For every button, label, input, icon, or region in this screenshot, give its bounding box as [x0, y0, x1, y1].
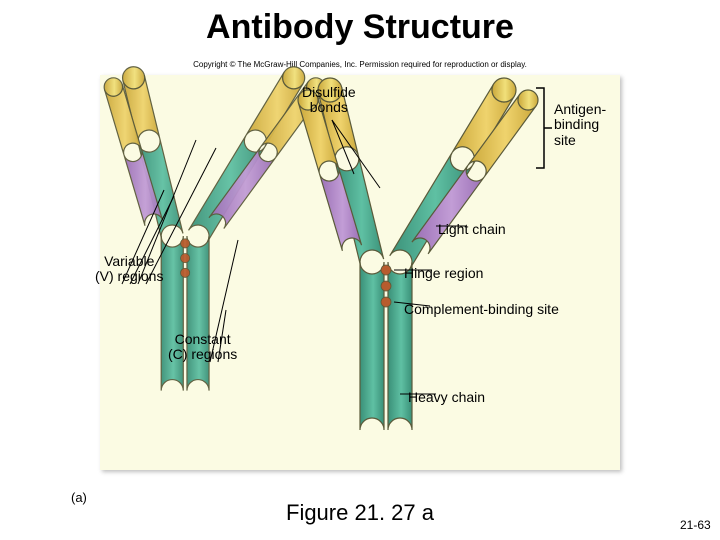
label-text: Constant	[168, 332, 237, 347]
label-antigen: Antigen- binding site	[554, 102, 606, 148]
label-complement: Complement-binding site	[404, 302, 559, 317]
label-text: Disulfide	[302, 85, 356, 100]
label-text: site	[554, 133, 606, 148]
figure-caption: Figure 21. 27 a	[0, 500, 720, 526]
label-constant: Constant (C) regions	[168, 332, 237, 363]
label-hinge: Hinge region	[404, 266, 483, 281]
label-text: (C) regions	[168, 347, 237, 362]
label-text: (V) regions	[95, 269, 163, 284]
label-text: Variable	[95, 254, 163, 269]
slide-number: 21-63	[680, 518, 711, 532]
label-text: Antigen-	[554, 102, 606, 117]
label-variable: Variable (V) regions	[95, 254, 163, 285]
label-light-chain: Light chain	[438, 222, 506, 237]
label-text: binding	[554, 117, 606, 132]
label-heavy-chain: Heavy chain	[408, 390, 485, 405]
label-text: bonds	[302, 100, 356, 115]
label-disulfide: Disulfide bonds	[302, 85, 356, 116]
